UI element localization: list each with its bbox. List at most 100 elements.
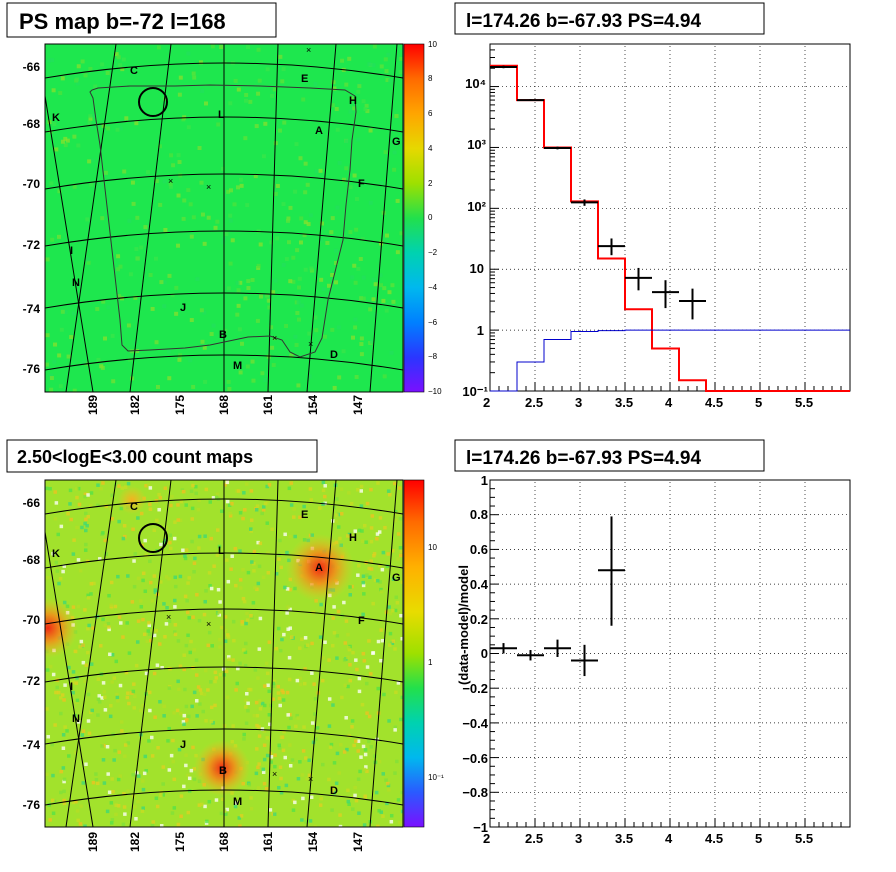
noise-pixel	[199, 691, 204, 696]
noise-pixel	[61, 746, 66, 750]
noise-pixel	[245, 364, 250, 369]
noise-pixel	[226, 655, 231, 659]
noise-pixel	[294, 724, 298, 729]
noise-pixel	[266, 551, 270, 555]
noise-pixel	[168, 540, 172, 545]
noise-pixel	[176, 193, 181, 198]
noise-pixel	[96, 357, 101, 362]
noise-pixel	[363, 794, 367, 799]
noise-pixel	[190, 506, 195, 511]
noise-pixel	[109, 603, 113, 607]
noise-pixel	[364, 103, 369, 108]
noise-pixel	[60, 139, 65, 144]
noise-pixel	[143, 225, 148, 230]
noise-pixel	[241, 516, 245, 521]
noise-pixel	[361, 583, 366, 588]
noise-pixel	[252, 713, 257, 718]
noise-pixel	[67, 754, 71, 758]
region-label-e: E	[301, 509, 308, 521]
noise-pixel	[218, 637, 222, 642]
noise-pixel	[303, 636, 308, 640]
noise-pixel	[213, 225, 218, 230]
noise-pixel	[159, 542, 163, 547]
noise-pixel	[97, 694, 102, 698]
noise-pixel	[255, 747, 259, 751]
noise-pixel	[400, 580, 403, 584]
noise-pixel	[45, 707, 49, 711]
noise-pixel	[384, 778, 388, 782]
noise-pixel	[150, 754, 155, 758]
noise-pixel	[269, 755, 274, 759]
noise-pixel	[133, 552, 138, 556]
noise-pixel	[136, 576, 141, 581]
noise-pixel	[351, 335, 356, 340]
noise-pixel	[346, 632, 350, 637]
noise-pixel	[250, 277, 255, 282]
noise-pixel	[194, 484, 198, 489]
noise-pixel	[99, 644, 103, 648]
noise-pixel	[101, 758, 106, 762]
noise-pixel	[168, 546, 173, 551]
noise-pixel	[293, 800, 297, 805]
noise-pixel	[108, 714, 113, 719]
noise-pixel	[321, 488, 326, 493]
y-tick-label: −0.8	[462, 785, 488, 800]
noise-pixel	[308, 487, 313, 491]
noise-pixel	[117, 750, 122, 754]
noise-pixel	[289, 481, 294, 485]
residual-y-axis-label: (data-model)/model	[456, 565, 471, 685]
noise-pixel	[177, 160, 182, 165]
noise-pixel	[183, 554, 187, 558]
noise-pixel	[325, 240, 330, 245]
noise-pixel	[267, 483, 272, 487]
region-label-d: D	[330, 785, 338, 797]
noise-pixel	[62, 801, 67, 806]
noise-pixel	[224, 669, 229, 674]
noise-pixel	[176, 822, 181, 827]
noise-pixel	[348, 230, 353, 235]
noise-pixel	[88, 710, 93, 715]
noise-pixel	[254, 507, 259, 512]
noise-pixel	[81, 781, 86, 785]
noise-pixel	[378, 580, 382, 584]
noise-pixel	[273, 753, 277, 757]
noise-pixel	[252, 561, 256, 566]
noise-pixel	[168, 533, 173, 538]
noise-pixel	[188, 358, 193, 363]
noise-pixel	[263, 377, 268, 382]
noise-pixel	[283, 755, 288, 760]
noise-pixel	[381, 814, 385, 818]
noise-pixel	[84, 663, 89, 667]
noise-pixel	[394, 113, 399, 118]
noise-pixel	[76, 818, 80, 823]
noise-pixel	[83, 492, 88, 497]
noise-pixel	[352, 173, 357, 178]
noise-pixel	[90, 708, 94, 713]
noise-pixel	[192, 648, 197, 652]
noise-pixel	[353, 785, 357, 790]
noise-pixel	[293, 534, 297, 539]
noise-pixel	[89, 592, 93, 596]
lat-tick-label: -70	[23, 613, 41, 627]
noise-pixel	[48, 664, 53, 669]
noise-pixel	[225, 807, 229, 812]
noise-pixel	[51, 551, 55, 556]
noise-pixel	[135, 215, 140, 220]
noise-pixel	[267, 689, 271, 694]
noise-pixel	[74, 799, 78, 804]
noise-pixel	[68, 488, 73, 493]
noise-pixel	[189, 639, 193, 644]
noise-pixel	[143, 589, 148, 594]
noise-pixel	[131, 689, 136, 694]
noise-pixel	[352, 743, 356, 748]
noise-pixel	[373, 578, 378, 582]
noise-pixel	[96, 677, 101, 681]
noise-pixel	[296, 300, 301, 305]
noise-pixel	[271, 684, 275, 688]
noise-pixel	[262, 757, 267, 762]
noise-pixel	[126, 741, 131, 745]
noise-pixel	[254, 124, 259, 129]
noise-pixel	[287, 677, 292, 682]
noise-pixel	[75, 700, 80, 704]
noise-pixel	[263, 684, 267, 688]
